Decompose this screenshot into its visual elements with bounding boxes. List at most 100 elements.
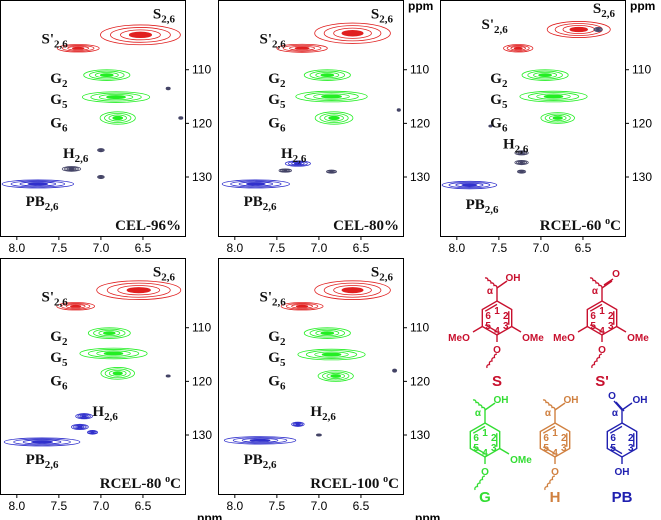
y-tick-label: 110 [192, 321, 211, 335]
structure-label: O [612, 269, 620, 280]
contour-ring [89, 70, 125, 80]
bond [589, 324, 603, 333]
contour-ring [313, 93, 350, 100]
bond [609, 446, 623, 455]
contour-ring [461, 183, 478, 187]
peak-label-sub: 6 [280, 122, 286, 134]
structure-label: α [475, 408, 482, 419]
peak-label-main: G [268, 92, 280, 108]
peak-label-sub: 2,6 [161, 13, 175, 25]
contour-ring [126, 287, 151, 294]
panel-label-main: CEL-96% [115, 218, 181, 234]
contour-ring [517, 161, 526, 164]
x-tick-label: 7.5 [491, 241, 508, 255]
peak-label-sub: 2,6 [54, 39, 68, 51]
contour-ring [569, 26, 588, 33]
structure-label: 1 [482, 428, 488, 439]
peak-label-sub: 2,6 [45, 459, 59, 471]
contour-ring [303, 327, 351, 339]
peak-label: PB2,6 [26, 452, 59, 471]
peak-label-sub: 2,6 [379, 271, 393, 283]
contour-ring [516, 160, 528, 165]
bond [484, 324, 498, 333]
contour-ring [527, 92, 580, 101]
peak-label-sub: 2,6 [104, 411, 118, 423]
peak-label-main: H [92, 404, 104, 420]
contour-ring [179, 117, 182, 120]
structure-label: 4 [482, 448, 488, 459]
contour-ring [99, 73, 114, 77]
peak-label-main: G [268, 373, 280, 389]
peak-label-sub: 2,6 [45, 201, 59, 213]
bond [499, 447, 510, 455]
contour-ring [103, 331, 116, 335]
contour-ring [548, 114, 567, 122]
structure-label: 3 [503, 321, 509, 332]
contour-ring [593, 26, 603, 33]
y-tick-label: 110 [192, 63, 211, 77]
y-tick-label: 130 [410, 170, 430, 184]
x-axis-label: ppm [197, 511, 222, 520]
peak-label-sub: 2,6 [485, 204, 499, 216]
peak-label-main: G [50, 329, 62, 345]
structure-label: 2 [628, 433, 634, 444]
peak-label-sub: 6 [502, 122, 508, 134]
contour-ring [304, 92, 359, 101]
contour-ring [517, 151, 526, 155]
x-tick-label: 6.5 [353, 241, 370, 255]
structure-label: 3 [491, 443, 497, 454]
contour-ring [94, 72, 119, 79]
contour-ring [295, 90, 368, 103]
contour-ring [283, 169, 288, 172]
contour-ring [320, 331, 335, 335]
contour-ring [10, 180, 66, 188]
contour-ring [521, 69, 569, 81]
contour-ring [75, 413, 93, 420]
contour-ring [62, 45, 95, 52]
structure-name: S' [595, 373, 609, 390]
x-tick-label: 8.0 [226, 241, 243, 255]
contour-ring [320, 73, 335, 77]
peak-label-sub: 5 [62, 99, 68, 111]
panel-label-main: RCEL-80 [100, 476, 165, 492]
contour-ring [97, 148, 105, 153]
peak-label: H2,6 [281, 146, 307, 165]
contour-ring [327, 170, 336, 174]
panel-label-tail: C [170, 476, 181, 492]
peak-label: G5 [50, 350, 68, 369]
contour-ring [503, 44, 534, 53]
contour-ring [232, 437, 288, 444]
wavy-bond [484, 277, 498, 289]
structure-label: α [592, 286, 599, 297]
peak-label: G2 [268, 71, 286, 90]
contour-ring [223, 436, 297, 445]
contour-ring [106, 282, 171, 298]
contour-ring [594, 27, 602, 32]
peak-label-main: S' [260, 290, 273, 306]
contour-ring [397, 108, 400, 111]
contour-ring [221, 179, 290, 189]
contour-ring [323, 282, 382, 298]
peak-label-sub: 6 [280, 380, 286, 392]
structure-label: O [608, 391, 616, 402]
peak-label-sub: 2,6 [54, 297, 68, 309]
contour-ring [324, 114, 344, 122]
peak-label-sub: 2,6 [322, 411, 336, 423]
peak-label-main: G [268, 329, 280, 345]
peak-label: G2 [490, 71, 508, 90]
contour-ring [533, 72, 558, 79]
contour-ring [321, 94, 342, 99]
contour-ring [519, 161, 524, 164]
contour-ring [241, 438, 279, 443]
x-tick-label: 6.5 [353, 499, 370, 513]
peak-label: S2,6 [371, 264, 394, 283]
contour-ring [294, 422, 302, 426]
peak-label-sub: 5 [280, 99, 286, 111]
structure-name: PB [612, 489, 633, 506]
x-tick-label: 7.0 [93, 241, 110, 255]
bond [472, 325, 483, 333]
contour-ring [61, 303, 91, 310]
contour-ring [128, 31, 153, 39]
contour-ring [289, 45, 316, 51]
